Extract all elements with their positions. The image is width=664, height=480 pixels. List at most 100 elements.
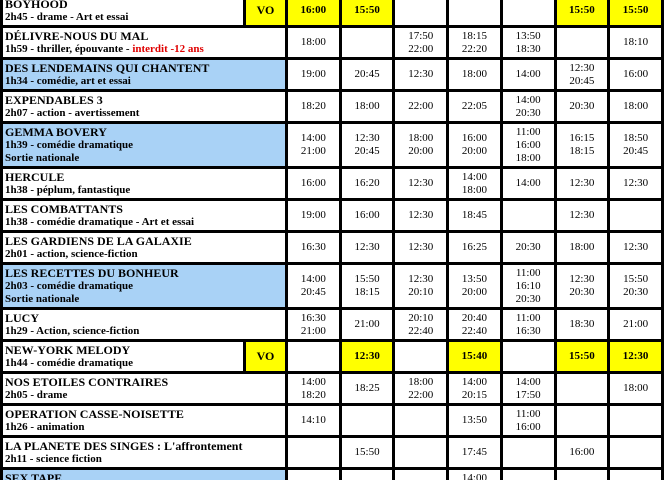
showtime-cell: 21:00 [607, 307, 664, 342]
showtime-cell: 15:50 [338, 0, 396, 28]
showtime-cell [285, 339, 342, 374]
movie-title-cell: OPERATION CASSE-NOISETTE 1h26 - animation [0, 403, 288, 438]
showtime-cell: 12:30 [392, 230, 450, 265]
movie-row: LA PLANETE DES SINGES : L'affrontement 2h… [0, 435, 664, 470]
showtime-cell: 14:00 [499, 166, 557, 201]
showtime: 14:00 [461, 170, 487, 183]
original-version-badge: VO [243, 339, 288, 374]
movie-title: NOS ETOILES CONTRAIRES [5, 375, 169, 390]
showtime: 12:30 [622, 350, 649, 362]
movie-info: 1h39 - comédie dramatique [5, 139, 283, 152]
showtime: 12:30 [354, 132, 380, 144]
showtime-cell [499, 198, 557, 233]
showtime: 12:30 [408, 68, 434, 80]
movie-title: NEW-YORK MELODY [5, 343, 131, 358]
showtime-cell: 14:00 20:30 [499, 89, 557, 124]
showtime-cell: 16:30 21:00 [285, 307, 342, 342]
showtime: 15:40 [461, 350, 488, 362]
showtime-cell: 16:00 [607, 57, 664, 92]
showtime: 12:30 [569, 177, 595, 189]
showtime-cell [446, 0, 503, 28]
movie-title-cell: LES GARDIENS DE LA GALAXIE 2h01 - action,… [0, 230, 288, 265]
movie-info: 2h45 - drame - Art et essai [5, 11, 241, 24]
showtime: 14:00 [515, 93, 541, 106]
movie-row: NOS ETOILES CONTRAIRES 2h05 - drame 14:00 1… [0, 371, 664, 406]
showtime: 20:30 [569, 100, 595, 112]
showtime-cell: 15:50 [607, 0, 664, 28]
showtime-cell: 20:30 [499, 230, 557, 265]
showtime-cell [338, 25, 396, 60]
showtime: 18:00 [569, 241, 595, 253]
showtime-cell: 18:30 [553, 307, 611, 342]
movie-info: 2h03 - comédie dramatique [5, 280, 283, 293]
showtime: 18:00 [623, 382, 649, 394]
showtime: 16:15 [569, 132, 595, 144]
showtime-cell: 22:00 [392, 89, 450, 124]
showtime: 18:00 [408, 375, 434, 388]
showtime-cell: 12:30 20:30 [553, 262, 611, 310]
showtime: 18:00 [515, 151, 541, 164]
showtime-cell: 18:45 [446, 198, 503, 233]
showtime-cell: 12:30 [392, 198, 450, 233]
showtime: 16:00 [300, 4, 327, 16]
showtime: 16:30 [300, 311, 326, 324]
showtime: 18:00 [300, 36, 326, 48]
showtime: 20:30 [623, 286, 649, 298]
movie-row: DÉLIVRE-NOUS DU MAL 1h59 - thriller, épou… [0, 25, 664, 60]
showtime: 16:00 [612, 478, 659, 480]
national-release-note: Sortie nationale [5, 152, 80, 164]
showtime-cell [499, 0, 557, 28]
movie-info: 1h26 - animation [5, 421, 283, 434]
showtime: 18:15 [569, 145, 595, 157]
showtime: 18:30 [569, 318, 595, 330]
showtime: 18:00 [354, 100, 380, 112]
showtime-cell: 15:50 [338, 435, 396, 470]
showtime: 18:10 [623, 36, 649, 48]
showtime: 16:00 [623, 68, 649, 80]
showtime-cell: 15:40 [446, 339, 503, 374]
showtime: 15:50 [354, 273, 380, 285]
showtime: 18:15 [461, 29, 487, 42]
showtime: 14:00 [461, 471, 487, 480]
showtime: 20:00 [461, 286, 487, 298]
showtime: 16:20 [354, 177, 380, 189]
showtime: 21:00 [300, 324, 326, 337]
movie-title-cell: BOYHOOD 2h45 - drame - Art et essai [0, 0, 246, 28]
showtime: 15:50 [569, 4, 595, 16]
showtime: 12:30 [354, 350, 380, 362]
showtime: 20:45 [300, 286, 326, 298]
showtime-cell [553, 25, 611, 60]
movie-title-cell: HERCULE 1h38 - péplum, fantastique [0, 166, 288, 201]
movie-title-cell: DES LENDEMAINS QUI CHANTENT 1h34 - comédi… [0, 57, 288, 92]
showtime-cell: 12:30 [392, 166, 450, 201]
showtime: 18:00 [461, 183, 487, 196]
showtime: 20:10 [408, 311, 434, 324]
showtime: 11:00 [515, 125, 541, 138]
showtime: 20:00 [461, 145, 487, 157]
showtime: 19:00 [300, 68, 326, 80]
movie-title-cell: LES COMBATTANTS 1h38 - comédie dramatique… [0, 198, 288, 233]
movie-info-text: 1h38 - péplum, fantastique [5, 184, 131, 196]
movie-row: LUCY 1h29 - Action, science-fiction 16:30 2… [0, 307, 664, 342]
showtime-cell: 12:30 20:45 [553, 57, 611, 92]
showtime: 12:30 [623, 177, 649, 189]
movie-title: EXPENDABLES 3 [5, 93, 103, 108]
showtime: 20:10 [408, 286, 434, 298]
movie-title: OPERATION CASSE-NOISETTE [5, 407, 184, 422]
showtime-cell: 20:45 [338, 57, 396, 92]
movie-info: 1h34 - comédie, art et essai [5, 75, 283, 88]
movie-info: 2h05 - drame [5, 389, 283, 402]
movie-info-text: 2h11 - science fiction [5, 453, 102, 465]
showtime-cell: 18:00 [553, 230, 611, 265]
showtime-cell: 16:20 [338, 166, 396, 201]
showtime: 12:30 [569, 209, 595, 221]
showtime: 16:30 [505, 478, 552, 480]
showtime: 15:50 [569, 350, 595, 362]
movie-title-cell: LA PLANETE DES SINGES : L'affrontement 2h… [0, 435, 288, 470]
showtime: 18:00 [408, 132, 434, 144]
showtime-cell: 22:05 [446, 89, 503, 124]
